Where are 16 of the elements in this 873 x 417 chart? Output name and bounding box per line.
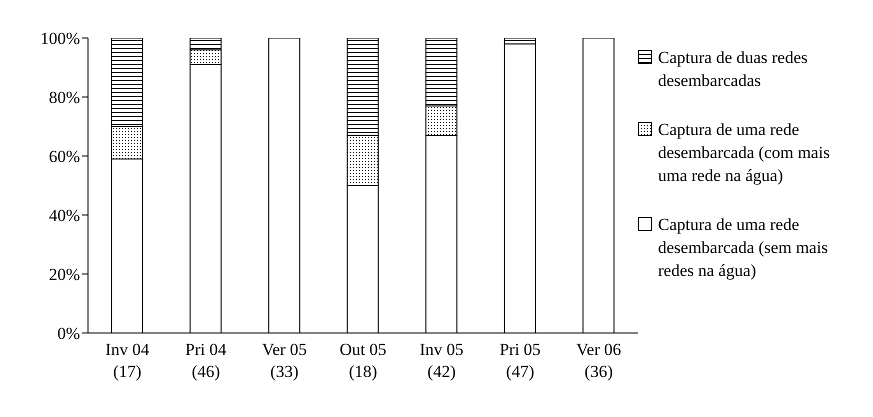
y-tick-label: 20%	[48, 265, 80, 284]
x-tick-label: Out 05 (18)	[340, 340, 386, 381]
legend-label: Captura de uma rede desembarcada (sem mais redes na água)	[658, 214, 829, 282]
x-tick-label: Pri 05 (47)	[500, 340, 541, 381]
x-tick-label: Inv 05 (42)	[420, 340, 464, 381]
x-tick-label: Inv 04 (17)	[105, 340, 150, 381]
y-tick-label: 0%	[57, 324, 80, 344]
y-tick-label: 60%	[48, 147, 80, 166]
x-tick-label: Ver 05 (33)	[262, 340, 307, 381]
x-tick-label: Ver 06 (36)	[576, 340, 622, 381]
y-tick-label: 100%	[40, 29, 80, 48]
x-tick-label: Pri 04 (46)	[185, 340, 227, 381]
legend-label: Captura de duas redes desembarcadas	[658, 47, 809, 92]
y-tick-label: 80%	[48, 88, 80, 108]
y-tick-label: 40%	[48, 206, 80, 226]
legend-label: Captura de uma rede desembarcada (com mais uma rede na água)	[658, 119, 831, 187]
